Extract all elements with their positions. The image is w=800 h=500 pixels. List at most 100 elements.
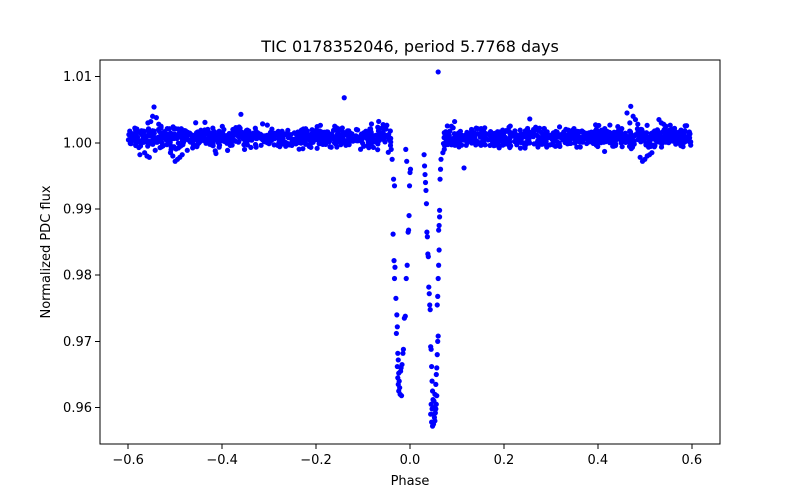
baseline-point [354,135,360,141]
data-point [436,262,442,268]
baseline-point [145,143,151,149]
data-point [424,234,430,240]
baseline-point [368,121,375,127]
baseline-point [275,128,281,134]
baseline-point [131,133,137,139]
data-point [436,222,442,229]
baseline-point [210,125,216,131]
baseline-point [307,135,314,141]
baseline-point [680,129,686,135]
data-point [404,158,410,164]
baseline-point [269,126,275,132]
baseline-point [574,132,581,138]
data-point [436,207,443,213]
baseline-point [184,147,190,153]
baseline-point [309,130,315,136]
data-point [434,365,440,371]
baseline-point [519,134,525,140]
baseline-point [243,131,249,137]
baseline-point [217,133,223,139]
baseline-point [167,134,173,140]
baseline-point [228,131,235,137]
y-tick-label: 0.99 [63,202,92,217]
baseline-point [666,130,672,136]
baseline-point [180,142,186,148]
baseline-point [283,140,289,147]
data-point [435,69,441,75]
baseline-point [353,126,360,133]
baseline-point [656,130,663,136]
x-tick-label: 0.0 [400,453,421,468]
data-point [436,214,443,220]
baseline-point [300,137,306,144]
baseline-point [473,125,479,131]
baseline-point [338,126,344,132]
data-point [461,165,467,171]
baseline-point [321,136,327,142]
data-point [632,116,639,123]
baseline-point [304,128,310,134]
baseline-point [506,124,512,130]
baseline-point [444,123,450,129]
baseline-point [593,122,599,128]
data-point [427,307,433,313]
baseline-point [490,131,496,137]
baseline-point [467,134,473,140]
baseline-point [261,136,267,142]
baseline-point [202,119,208,125]
data-point [435,333,441,339]
baseline-point [216,142,223,148]
data-point [393,330,399,337]
baseline-point [565,127,571,133]
data-point [527,116,533,122]
baseline-point [526,132,532,138]
baseline-point [279,128,285,134]
data-point [400,350,406,356]
baseline-point [673,141,679,147]
baseline-point [636,128,642,134]
data-point [429,363,435,370]
baseline-point [309,127,315,133]
baseline-point [314,123,320,130]
data-point [639,158,646,164]
baseline-point [190,141,196,148]
baseline-point [350,138,356,144]
baseline-point [227,142,233,148]
baseline-point [664,138,670,145]
baseline-point [628,146,634,152]
baseline-point [253,144,259,150]
data-point [405,227,412,233]
baseline-point [531,141,537,147]
baseline-point [136,144,142,151]
data-point [145,120,151,126]
data-point [391,183,398,189]
baseline-point [326,138,332,145]
baseline-point [152,147,158,153]
data-point [436,227,442,233]
baseline-point [639,138,645,144]
data-point [429,378,435,384]
data-point [434,302,440,308]
baseline-point [204,128,210,135]
baseline-point [497,135,503,141]
x-axis-ticks: −0.6 −0.4 −0.2 0.0 0.2 0.4 0.6 [112,444,702,468]
data-point [428,401,434,407]
baseline-point [223,139,229,145]
baseline-point [343,142,349,148]
data-point [432,410,438,416]
baseline-point [517,145,524,151]
baseline-point [171,144,177,150]
data-point [390,231,396,237]
baseline-point [662,134,668,140]
data-point [389,156,395,162]
baseline-point [212,148,218,154]
data-point [403,275,409,282]
baseline-point [682,138,688,145]
baseline-point [285,131,292,138]
baseline-point [617,133,623,139]
baseline-point [651,128,658,134]
baseline-point [346,128,352,134]
data-point [391,275,398,282]
data-point [421,152,427,158]
baseline-point [327,144,333,150]
